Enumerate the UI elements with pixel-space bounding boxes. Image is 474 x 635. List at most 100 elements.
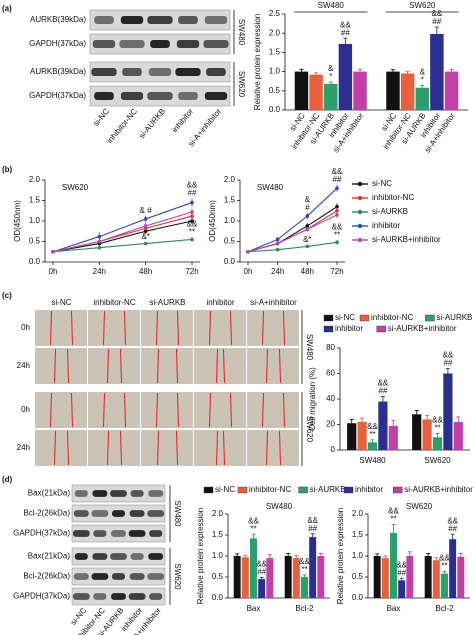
point xyxy=(305,227,310,231)
annotation: && xyxy=(332,167,343,176)
x-tick-label: 0h xyxy=(49,267,58,276)
bar xyxy=(457,556,465,598)
y-tick-label: 1.0 xyxy=(352,551,364,560)
y-tick-label: 2.0 xyxy=(269,28,281,37)
legend-label: si-AURKB xyxy=(310,485,346,494)
annotation: * xyxy=(421,76,424,85)
blot-band xyxy=(94,16,114,24)
bar xyxy=(324,83,338,110)
bar xyxy=(424,556,432,598)
bar xyxy=(266,558,274,598)
annotation: &* xyxy=(303,235,311,244)
scratch-edge xyxy=(50,392,52,428)
bar xyxy=(367,442,378,450)
y-tick-label: 80 xyxy=(326,343,335,352)
bar xyxy=(258,579,266,598)
series-line xyxy=(247,241,338,253)
annotation: && xyxy=(396,560,407,569)
series-line xyxy=(52,238,193,253)
blot-band xyxy=(175,68,201,76)
point xyxy=(335,204,339,209)
series-line xyxy=(52,220,193,253)
series-line xyxy=(247,187,338,253)
blot-band xyxy=(149,530,163,537)
scratch-image xyxy=(141,310,193,346)
annotation: && xyxy=(447,516,458,525)
blot-band xyxy=(111,530,126,537)
blot-band xyxy=(111,573,126,580)
point xyxy=(305,224,310,228)
point xyxy=(97,239,102,244)
scratch-edge xyxy=(209,310,211,346)
y-axis-label: Cell migration (%) xyxy=(308,367,317,431)
bar xyxy=(386,71,400,110)
bar xyxy=(432,437,443,450)
legend-label: si-NC xyxy=(335,313,355,322)
point xyxy=(143,217,148,221)
y-tick-label: 1.5 xyxy=(29,196,41,205)
cell-line-label: SW480 xyxy=(305,334,314,361)
group-label: SW480 xyxy=(318,1,345,10)
legend-swatch xyxy=(298,486,308,494)
lane-label: si-AURKB xyxy=(137,107,167,140)
legend-swatch xyxy=(343,486,354,494)
bar xyxy=(357,421,367,450)
bar xyxy=(406,556,414,598)
scratch-edge xyxy=(223,430,225,466)
point xyxy=(246,249,250,254)
legend-marker xyxy=(357,223,363,229)
scratch-edge xyxy=(71,392,73,428)
legend-swatch xyxy=(393,486,403,494)
scratch-edge xyxy=(279,348,281,384)
blot-band xyxy=(94,92,114,100)
annotation: ## xyxy=(341,28,350,37)
x-tick-label: 24h xyxy=(93,267,106,276)
point xyxy=(143,224,148,228)
legend-swatch xyxy=(359,314,370,322)
point xyxy=(97,234,102,239)
y-tick-label: 1.5 xyxy=(224,196,236,205)
legend-label: inhibitor-NC xyxy=(249,485,291,494)
scratch-edge xyxy=(157,430,159,466)
x-tick-label: 72h xyxy=(185,267,198,276)
bar xyxy=(390,532,397,598)
blot-band xyxy=(72,593,90,600)
x-tick-label: 24h xyxy=(271,267,284,276)
legend-label: si-AURKB xyxy=(436,313,472,322)
annotation: ## xyxy=(257,568,266,577)
bar xyxy=(292,558,300,598)
annotation: ** xyxy=(434,424,440,433)
blot-band xyxy=(178,92,198,100)
scratch-image xyxy=(247,430,299,466)
scratch-image xyxy=(35,392,87,428)
annotation: && xyxy=(367,422,378,431)
scratch-image xyxy=(35,348,87,384)
scratch-edge xyxy=(103,310,105,346)
blot-label: Bcl-2(26kDa) xyxy=(23,572,70,581)
blot-label: GAPDH(37kDa) xyxy=(29,91,86,100)
y-tick-label: 1.5 xyxy=(352,530,364,539)
column-label: si-A+inhibitor xyxy=(250,298,297,307)
panel-label: (c) xyxy=(2,291,12,300)
legend-marker xyxy=(357,195,363,201)
cell-line-label: SW480 xyxy=(237,19,246,46)
blot-band xyxy=(93,530,107,537)
annotation: && xyxy=(439,554,450,563)
scratch-edge xyxy=(177,392,179,428)
scratch-edge xyxy=(230,310,232,346)
bar xyxy=(233,556,241,598)
scratch-edge xyxy=(230,392,232,428)
legend-label: inhibitor xyxy=(372,221,400,230)
scratch-edge xyxy=(283,310,285,346)
row-label: 0h xyxy=(21,323,30,332)
series-line xyxy=(52,202,193,253)
scratch-edge xyxy=(266,430,268,466)
y-tick-label: 1.0 xyxy=(29,216,41,225)
annotation: ## xyxy=(333,175,342,184)
blot-band xyxy=(73,573,89,580)
scratch-image xyxy=(141,392,193,428)
bar xyxy=(398,580,406,598)
y-tick-label: 0.0 xyxy=(212,593,224,602)
annotation: ** xyxy=(189,228,195,237)
bar xyxy=(432,560,440,598)
